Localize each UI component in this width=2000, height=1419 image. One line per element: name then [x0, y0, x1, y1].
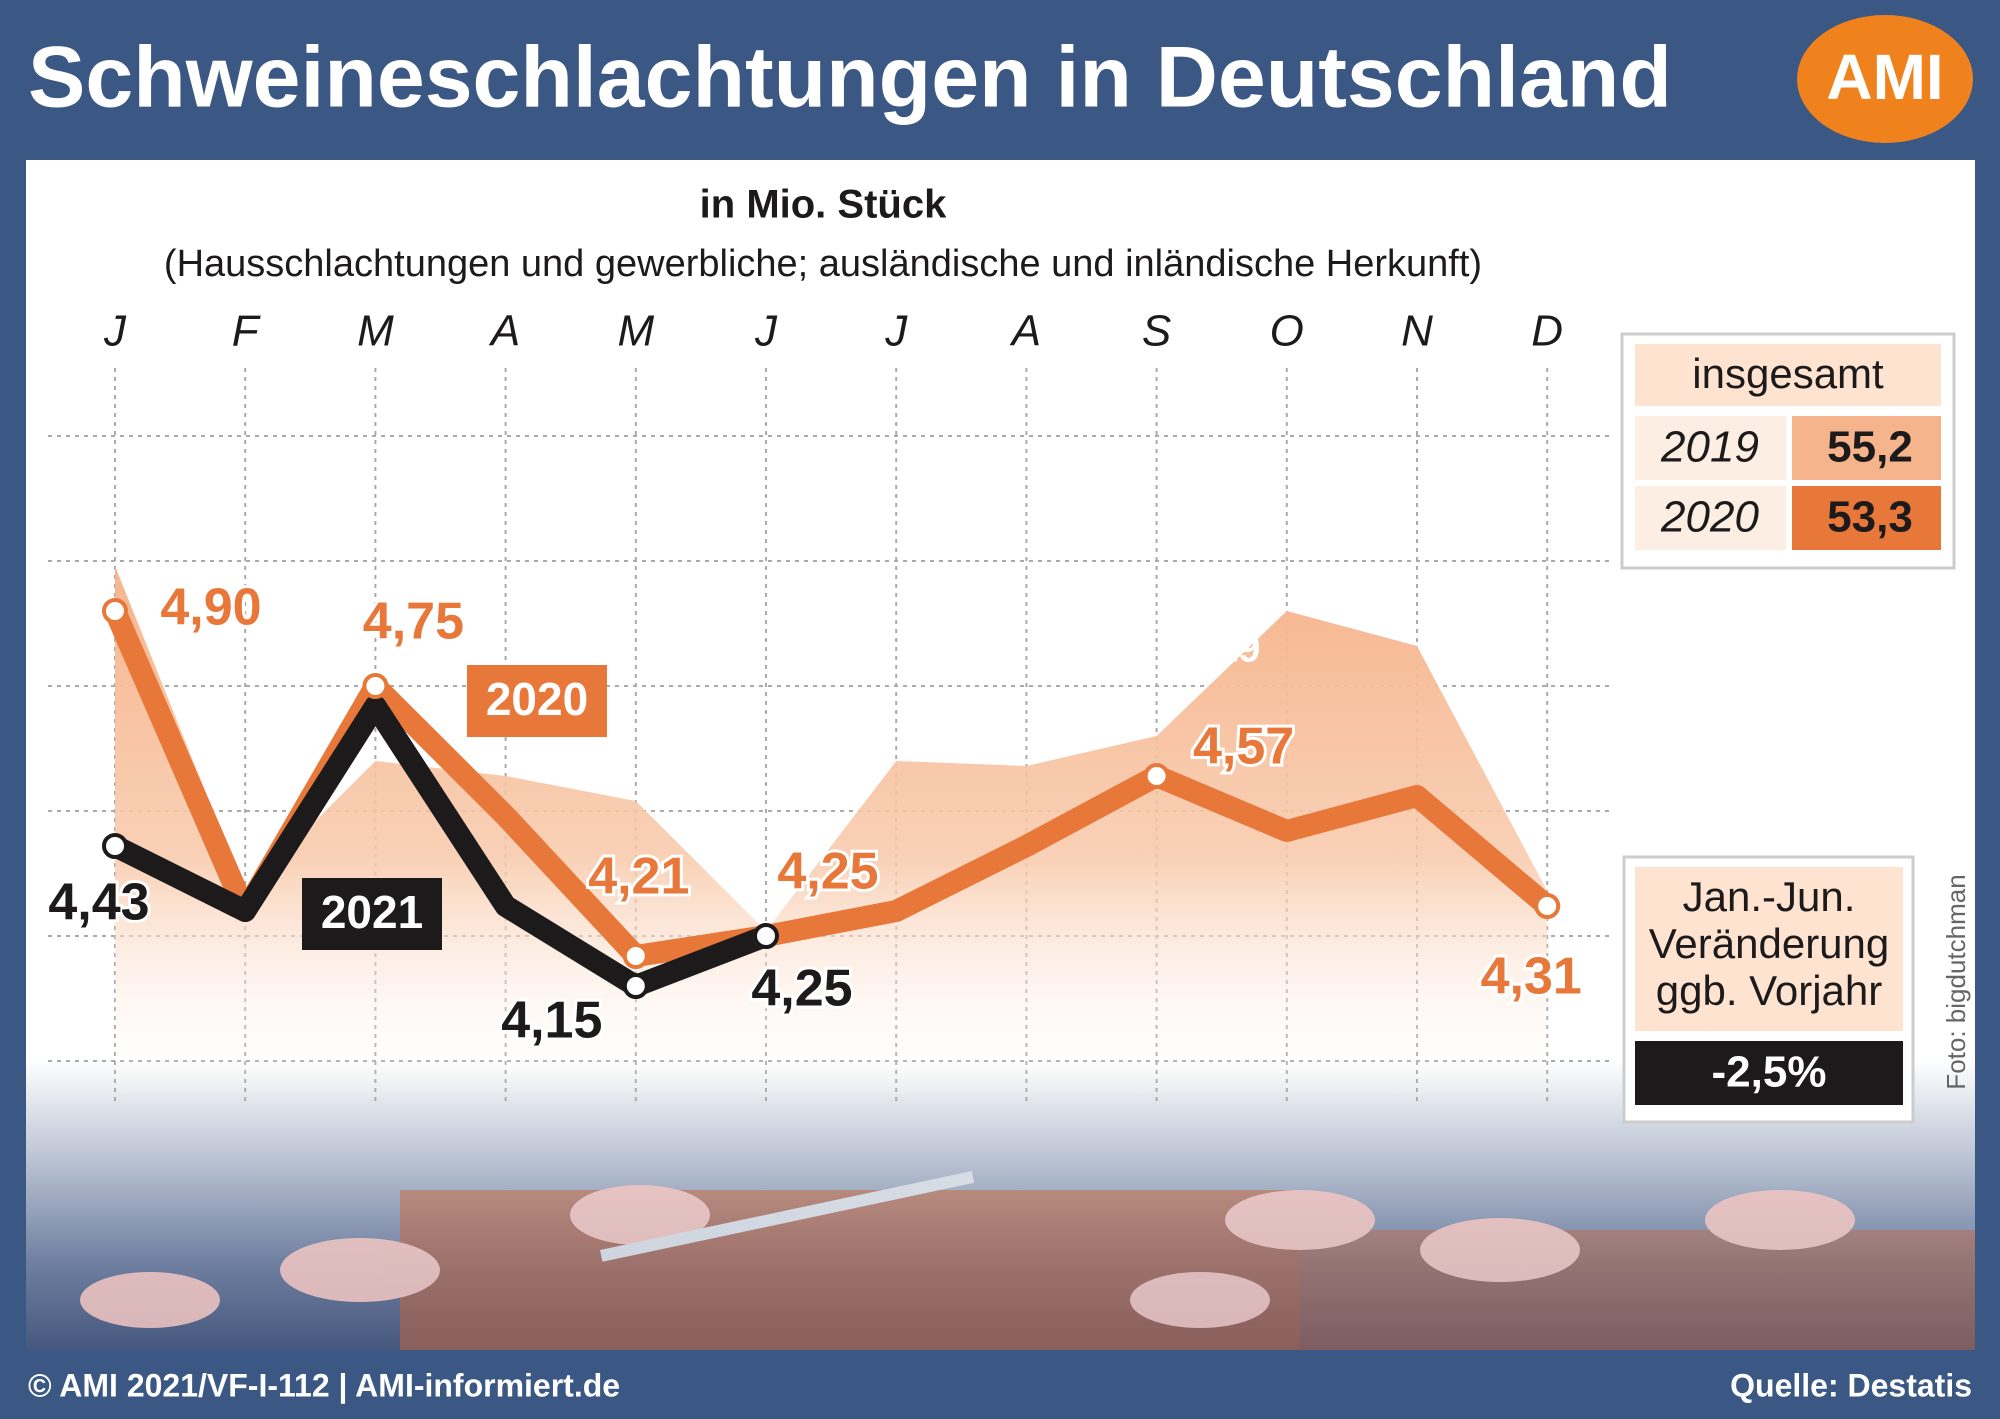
series-tag: 2020	[486, 673, 588, 725]
title: Schweineschlachtungen in Deutschland	[28, 30, 1672, 126]
photo-detail	[80, 1170, 1975, 1350]
totals-label: 2019	[1660, 423, 1759, 472]
totals-value: 55,2	[1827, 423, 1913, 472]
x-tick-label: J	[103, 307, 127, 356]
note: (Hausschlachtungen und gewerbliche; ausl…	[164, 243, 1482, 285]
info-boxes: insgesamt 2019 55,2 2020 53,3 Jan.-Jun.Veränd…	[1620, 332, 1956, 1124]
marker	[102, 598, 128, 624]
marker	[622, 973, 649, 999]
x-tick-label: A	[488, 307, 520, 356]
change-label: Veränderung	[1649, 920, 1890, 967]
marker	[622, 943, 649, 969]
marker	[753, 923, 779, 949]
x-tick-label: A	[1009, 307, 1041, 356]
totals-header: insgesamt	[1692, 350, 1884, 397]
change-label: ggb. Vorjahr	[1656, 967, 1883, 1014]
line	[104, 695, 777, 997]
value-label: 4,31	[1481, 948, 1582, 1006]
source: Quelle: Destatis	[1730, 1367, 1972, 1403]
series-tag-box	[467, 665, 607, 737]
value-label: 4,25	[777, 843, 878, 901]
x-tick-label: M	[617, 307, 654, 356]
totals-label-bg	[1635, 486, 1786, 550]
x-tick-label: J	[754, 307, 778, 356]
value-label: 4,43	[48, 874, 149, 932]
change-label-bg	[1635, 867, 1903, 1031]
x-tick-label: S	[1142, 307, 1171, 356]
value-label: 4,21	[588, 848, 689, 906]
change-label: Jan.-Jun.	[1683, 873, 1856, 920]
x-tick-label: O	[1270, 307, 1304, 356]
change-value-bg	[1635, 1041, 1903, 1105]
marker	[362, 673, 389, 699]
marker	[102, 833, 128, 859]
totals-header-bg	[1635, 344, 1941, 406]
subtitle: in Mio. Stück	[700, 183, 947, 227]
change-value: -2,5%	[1712, 1048, 1827, 1097]
footer: © AMI 2021/VF-I-112 | AMI-informiert.de	[28, 1367, 620, 1403]
logo	[1797, 15, 1973, 143]
value-label: 4,57	[1193, 718, 1294, 776]
value-label: 4,15	[501, 992, 602, 1050]
totals-value-bg	[1792, 416, 1941, 480]
logo-text: AMI	[1826, 41, 1943, 113]
totals-label: 2020	[1660, 493, 1759, 542]
value-label: 4,75	[363, 593, 464, 651]
value-label: 4,90	[160, 579, 261, 637]
x-tick-label: M	[357, 307, 394, 356]
photo-credit: Foto: bigdutchman	[1941, 874, 1971, 1089]
x-tick-label: N	[1401, 307, 1433, 356]
marker	[1534, 893, 1561, 919]
marker	[1143, 763, 1170, 789]
series-tag: 2021	[321, 886, 423, 938]
plot: J F M A M J J A S O N D 2019 4,90 4,75 4,21 4,25 4,57 4,31…	[45, 307, 1610, 1101]
totals-value: 53,3	[1827, 493, 1913, 542]
x-tick-label: D	[1531, 307, 1563, 356]
x-tick-label: J	[884, 307, 908, 356]
totals-value-bg	[1792, 486, 1941, 550]
totals-label-bg	[1635, 416, 1786, 480]
series-tag-box	[302, 878, 442, 950]
series-tag: 2019	[1172, 627, 1261, 671]
area	[115, 566, 1548, 1101]
value-label: 4,25	[751, 960, 852, 1018]
x-tick-label: F	[232, 307, 261, 356]
footer-band	[0, 1350, 2000, 1419]
